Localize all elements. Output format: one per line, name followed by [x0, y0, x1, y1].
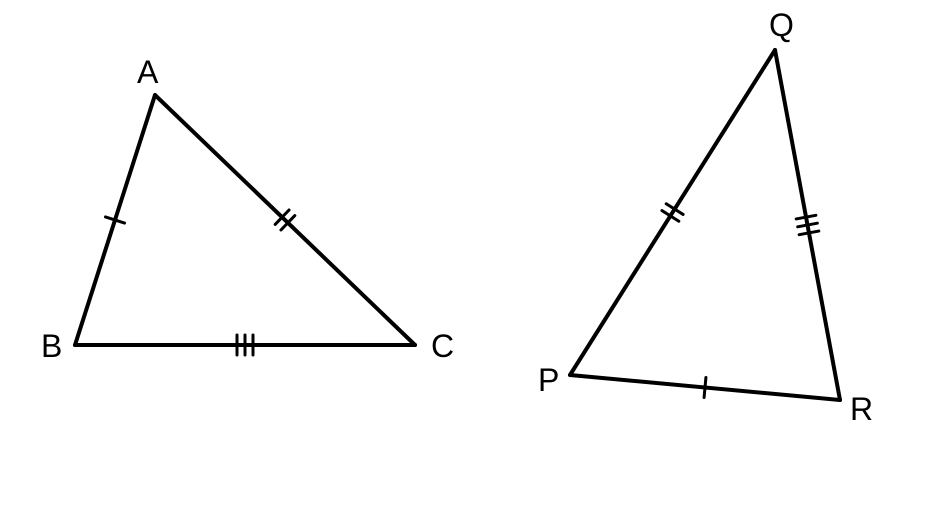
triangle_right-label-P: P [538, 362, 559, 398]
triangle_left-label-C: C [431, 328, 454, 364]
triangle_right-tick-QR-2 [799, 231, 819, 235]
triangle_right-tick-QR-1 [798, 223, 818, 227]
triangle_right-tick-QR-0 [796, 215, 816, 219]
triangle_right-label-Q: Q [769, 7, 794, 43]
triangle_left-edge-AC [155, 95, 415, 345]
triangle_right-label-R: R [850, 391, 873, 427]
geometry-diagram: A B C Q P R [0, 0, 941, 509]
triangle_left-label-A: A [137, 54, 159, 90]
triangle_right-edge-PQ [570, 50, 775, 375]
triangle_left-label-B: B [41, 328, 62, 364]
triangle_right-tick-PR-0 [704, 378, 706, 398]
